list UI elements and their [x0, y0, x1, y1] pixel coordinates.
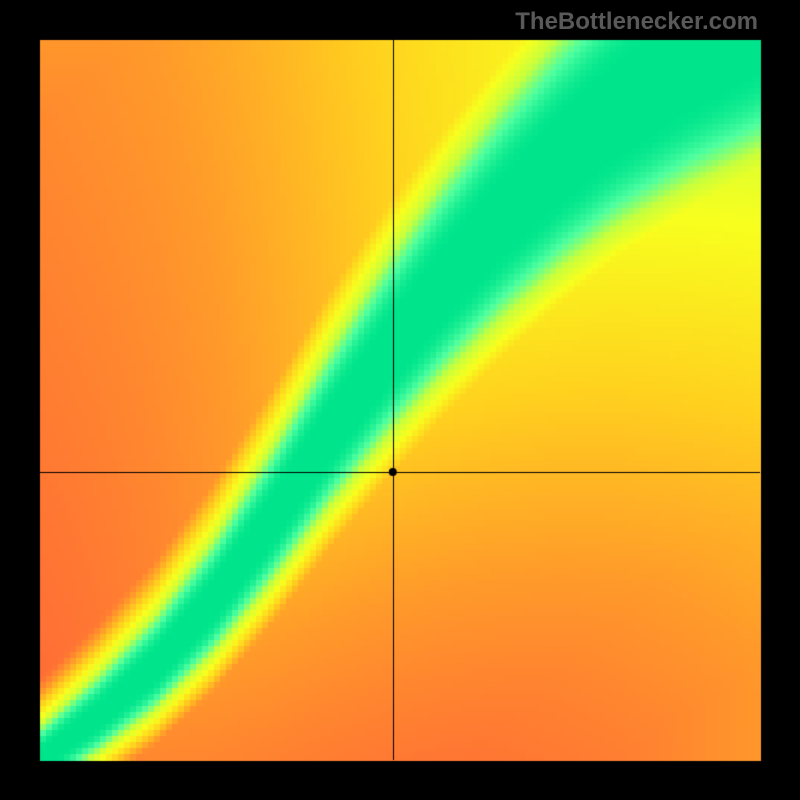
watermark-text: TheBottlenecker.com: [515, 8, 758, 36]
chart-container: TheBottlenecker.com: [0, 0, 800, 800]
bottleneck-heatmap: [0, 0, 800, 800]
